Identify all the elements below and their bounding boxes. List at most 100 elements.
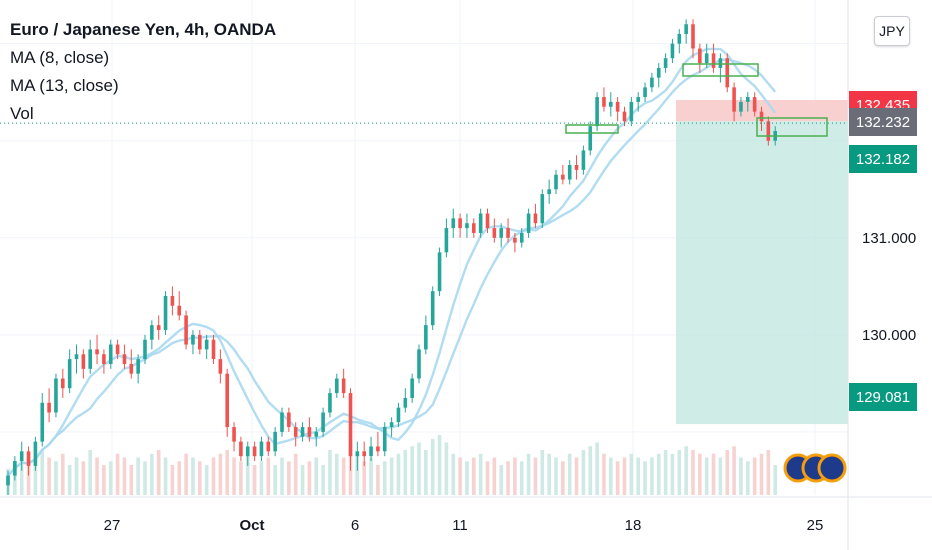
price-tag-bg-3 [849,383,917,411]
ma8-line [7,47,777,477]
volume-bar-25 [177,461,182,495]
candle-body-105 [725,58,730,88]
candle-body-76 [526,213,531,233]
volume-bar-99 [684,446,688,495]
eu-flag-icon-2 [817,453,847,483]
currency-button[interactable]: JPY [874,16,910,46]
candle-body-44 [307,427,312,437]
candle-body-69 [478,213,483,233]
candle-body-19 [136,359,140,374]
candle-body-50 [348,393,353,457]
volume-bar-41 [287,461,291,495]
candle-body-55 [382,427,387,452]
candle-body-93 [643,87,647,98]
candle-body-54 [376,446,380,452]
candle-body-101 [698,48,702,64]
price-tag-2: 132.182 [856,151,910,168]
time-tick-3: 11 [452,517,468,534]
volume-bar-15 [108,461,113,495]
volume-bar-84 [581,450,586,495]
candle-body-43 [300,427,305,437]
candle-body-102 [704,53,709,64]
ma8-legend[interactable]: MA (8, close) [10,48,110,67]
candle-body-30 [211,339,216,360]
volume-bar-79 [547,453,551,495]
candle-body-86 [595,97,599,127]
volume-bar-103 [711,453,716,495]
volume-bar-73 [506,461,510,495]
volume-bar-58 [403,450,408,495]
candle-body-26 [184,315,188,345]
candle-body-90 [622,111,627,122]
candle-body-23 [163,296,168,330]
candle-body-34 [239,441,243,457]
candle-body-88 [609,101,613,107]
volume-bar-4 [33,465,38,495]
volume-bar-105 [725,450,730,495]
candle-body-85 [588,126,593,151]
volume-bar-30 [211,457,216,495]
candle-body-4 [33,441,38,466]
volume-bar-9 [67,465,72,495]
candle-body-57 [396,407,401,423]
volume-bar-17 [122,457,127,495]
volume-bar-29 [204,465,209,495]
volume-bar-112 [773,465,777,495]
volume-bar-5 [40,450,45,495]
resistance-box-2 [682,63,759,77]
chart-legend: Euro / Japanese Yen, 4h, OANDA MA (8, cl… [10,20,276,132]
vol-legend[interactable]: Vol [10,104,34,123]
candle-body-80 [554,174,558,190]
candle-body-6 [47,402,51,413]
candle-body-22 [156,325,161,330]
candle-body-73 [506,228,510,238]
price-tag-bg-1 [849,108,917,136]
volume-bar-59 [410,446,414,495]
candle-body-71 [492,228,497,238]
candle-body-106 [732,87,736,112]
volume-bar-89 [615,461,620,495]
volume-bar-26 [184,453,188,495]
volume-bar-20 [143,461,147,495]
volume-bar-63 [437,435,442,495]
volume-bar-94 [650,457,654,495]
volume-bar-42 [293,453,298,495]
time-tick-5: 25 [807,517,824,534]
candle-body-67 [465,223,469,229]
candle-body-78 [540,194,545,224]
candle-body-79 [547,189,551,195]
volume-bar-35 [245,453,250,495]
candle-body-12 [88,349,92,369]
volume-bar-104 [718,457,723,495]
volume-bar-65 [451,453,456,495]
volume-bar-68 [472,457,476,495]
volume-bar-52 [362,461,366,495]
volume-bar-88 [609,457,613,495]
time-tick-2: 6 [351,517,359,534]
time-tick-1: Oct [239,517,264,534]
volume-bar-69 [478,453,483,495]
candle-body-103 [711,53,716,68]
volume-bar-97 [670,453,675,495]
ma13-legend[interactable]: MA (13, close) [10,76,119,95]
candle-body-59 [410,378,414,398]
candle-body-84 [581,150,586,170]
volume-bar-13 [95,457,99,495]
volume-bar-86 [595,442,599,495]
candle-body-25 [177,305,182,316]
candle-body-20 [143,339,147,360]
candle-body-104 [718,58,723,68]
volume-bar-66 [458,457,462,495]
volume-bar-93 [643,461,647,495]
candle-body-9 [67,359,72,389]
symbol-title[interactable]: Euro / Japanese Yen, 4h, OANDA [10,20,277,39]
candle-body-24 [170,296,175,306]
price-tick-0: 130.000 [862,327,916,344]
volume-bar-10 [74,457,79,495]
volume-bar-11 [81,461,86,495]
volume-bar-23 [163,457,168,495]
candle-body-61 [424,325,428,350]
volume-bar-87 [602,453,606,495]
